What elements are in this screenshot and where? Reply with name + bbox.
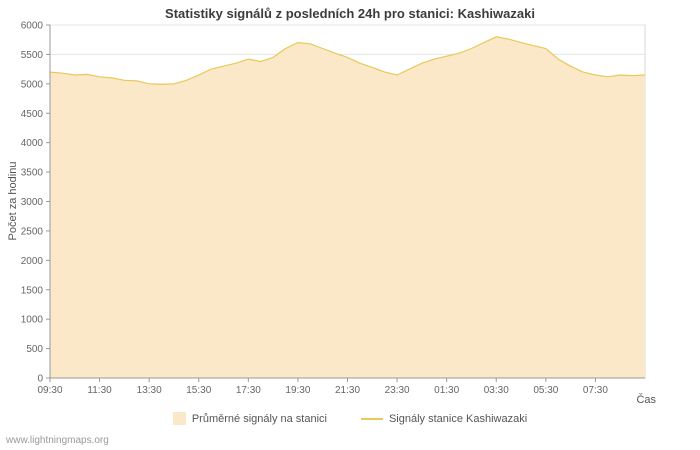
svg-text:19:30: 19:30 bbox=[285, 385, 310, 396]
svg-text:01:30: 01:30 bbox=[434, 385, 459, 396]
svg-text:5000: 5000 bbox=[21, 79, 44, 90]
svg-text:09:30: 09:30 bbox=[37, 385, 62, 396]
svg-text:1500: 1500 bbox=[21, 285, 44, 296]
svg-text:23:30: 23:30 bbox=[385, 385, 410, 396]
y-tick-labels: 0 500 1000 1500 2000 2500 3000 3500 4000 4500 5000… bbox=[21, 21, 44, 385]
svg-text:4000: 4000 bbox=[21, 138, 44, 149]
svg-text:2500: 2500 bbox=[21, 226, 44, 237]
svg-text:4500: 4500 bbox=[21, 109, 44, 120]
line-series bbox=[49, 36, 646, 86]
area-swatch-icon bbox=[172, 412, 186, 425]
svg-text:11:30: 11:30 bbox=[87, 385, 112, 396]
watermark-link[interactable]: www.lightningmaps.org bbox=[6, 435, 109, 446]
svg-text:3000: 3000 bbox=[21, 197, 44, 208]
legend-item-station: Signály stanice Kashiwazaki bbox=[360, 412, 528, 425]
svg-text:13:30: 13:30 bbox=[137, 385, 162, 396]
x-axis-label: Čas bbox=[636, 394, 656, 406]
legend-label-average: Průměrné signály na stanici bbox=[191, 412, 327, 425]
svg-text:17:30: 17:30 bbox=[236, 385, 261, 396]
chart-legend: Průměrné signály na stanici Signály stan… bbox=[0, 412, 700, 425]
svg-text:05:30: 05:30 bbox=[533, 385, 558, 396]
svg-text:500: 500 bbox=[26, 344, 43, 355]
svg-text:1000: 1000 bbox=[21, 315, 44, 326]
svg-text:03:30: 03:30 bbox=[484, 385, 509, 396]
svg-text:0: 0 bbox=[37, 374, 43, 385]
svg-text:07:30: 07:30 bbox=[583, 385, 608, 396]
svg-text:21:30: 21:30 bbox=[335, 385, 360, 396]
svg-text:3500: 3500 bbox=[21, 168, 44, 179]
svg-text:5500: 5500 bbox=[21, 50, 44, 61]
svg-text:15:30: 15:30 bbox=[186, 385, 211, 396]
x-tick-labels: 09:30 11:30 13:30 15:30 17:30 19:30 21:30 23:30… bbox=[37, 378, 608, 396]
svg-text:6000: 6000 bbox=[21, 21, 44, 32]
legend-item-average: Průměrné signály na stanici bbox=[172, 412, 327, 425]
line-swatch-icon bbox=[360, 417, 383, 420]
y-axis-label: Počet za hodinu bbox=[7, 161, 19, 241]
area-series bbox=[50, 36, 645, 379]
legend-label-station: Signály stanice Kashiwazaki bbox=[388, 412, 528, 425]
chart-title: Statistiky signálů z posledních 24h pro … bbox=[165, 6, 535, 21]
svg-text:2000: 2000 bbox=[21, 256, 44, 267]
